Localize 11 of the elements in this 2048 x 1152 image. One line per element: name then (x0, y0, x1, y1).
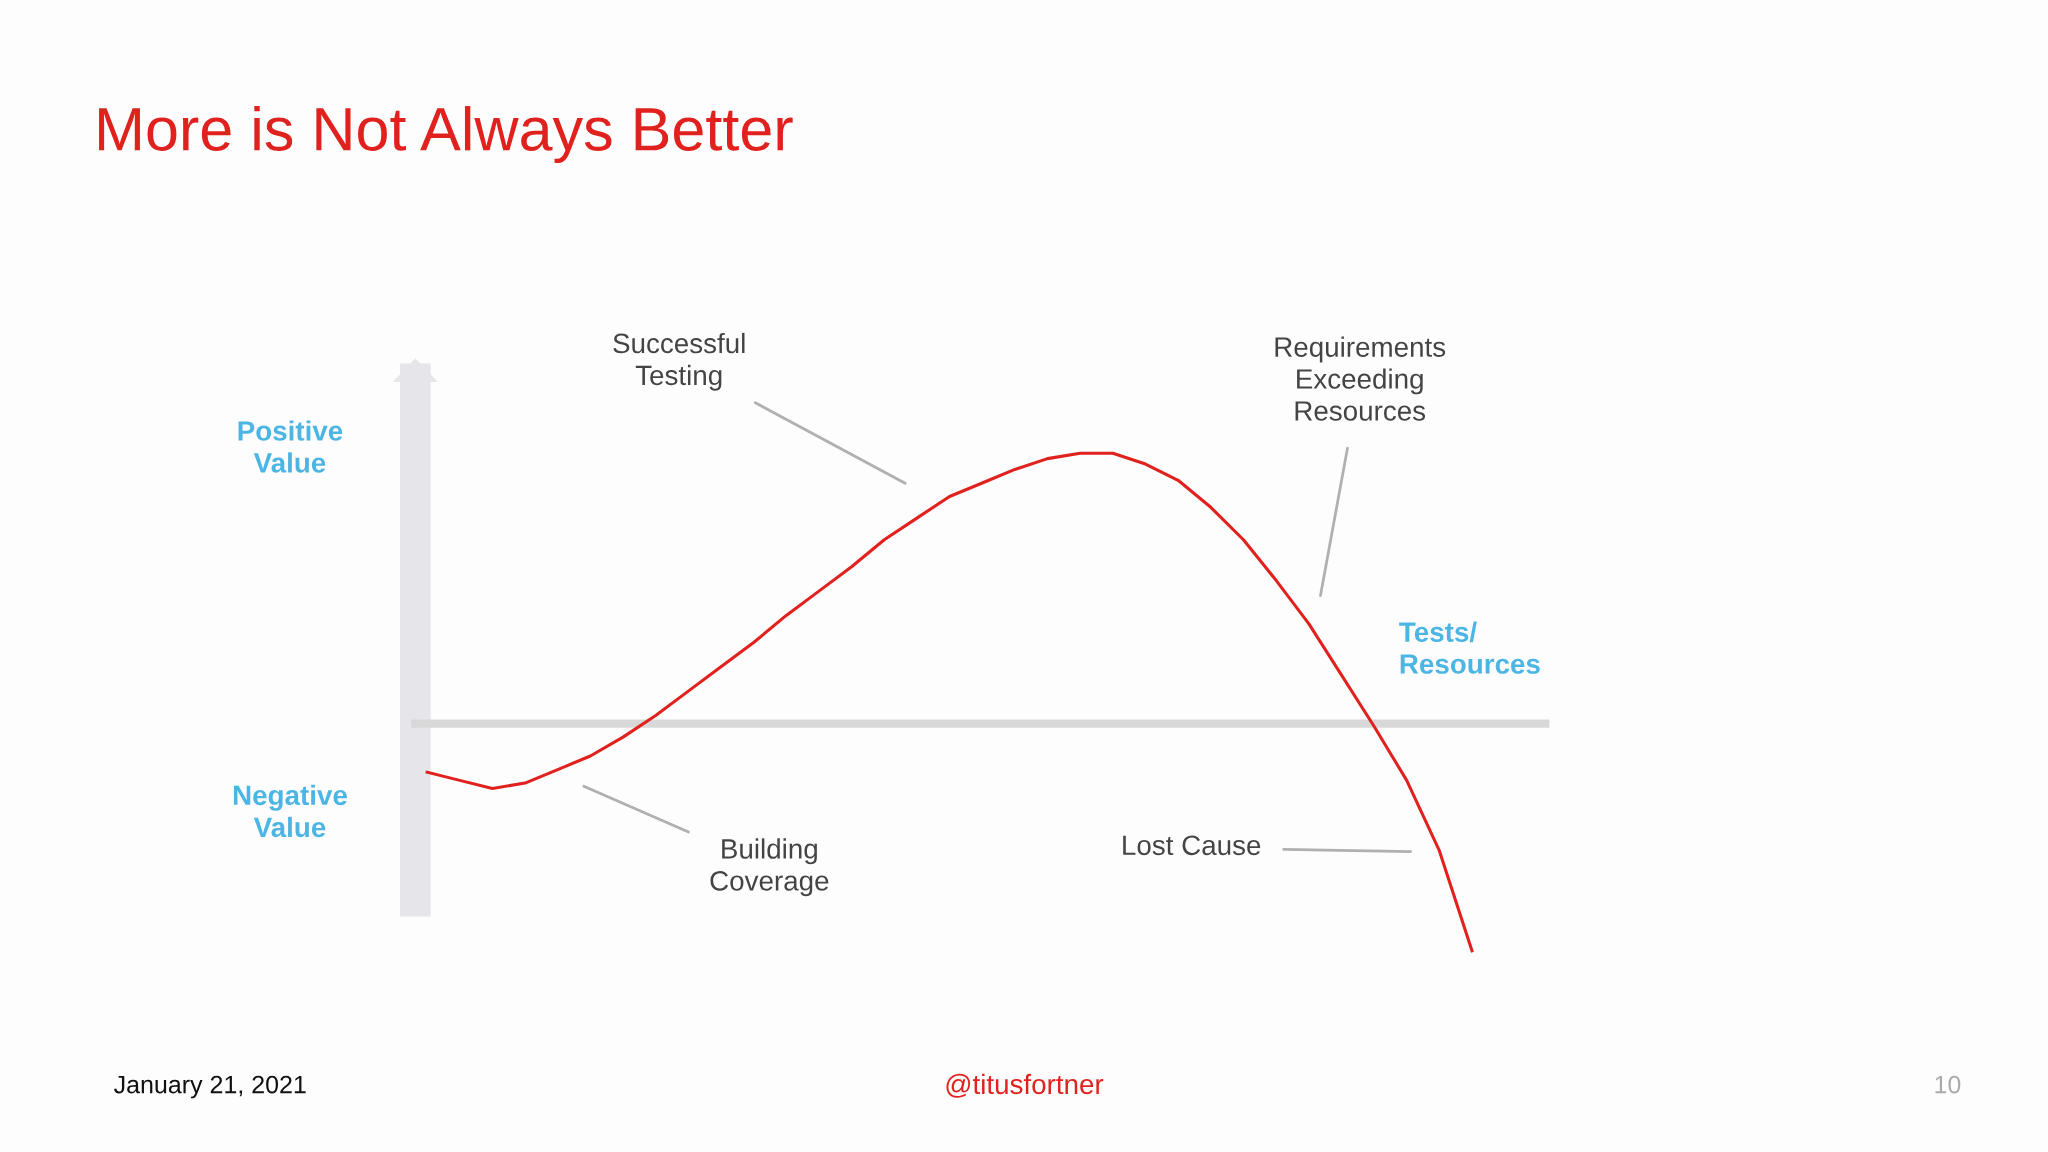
text: Negative Value (233, 784, 347, 838)
text: 10 (1935, 1075, 1961, 1094)
chart-title: More is Not Always Better (99, 106, 793, 164)
text: Successful Testing (613, 332, 745, 391)
text: Requirements Exceeding Resources (1275, 336, 1446, 421)
text: @titusfortner (946, 1073, 1104, 1098)
annotation: Lost Cause (1123, 835, 1261, 856)
annotation: Building Coverage (710, 838, 829, 897)
x-axis-title: Tests/ Resources (1399, 621, 1540, 674)
text: January 21, 2021 (114, 1075, 306, 1099)
text: Positive Value (238, 420, 343, 473)
